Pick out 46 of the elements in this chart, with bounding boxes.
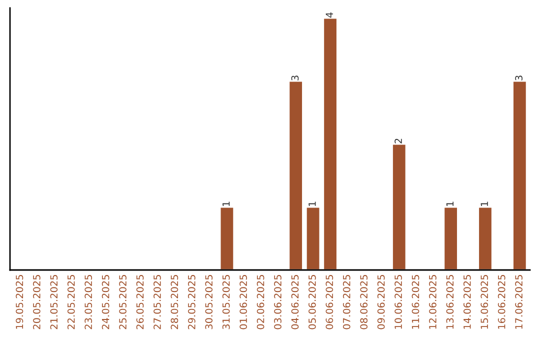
x-tick-label: 02.06.2025: [256, 275, 264, 330]
bar: [392, 143, 407, 270]
x-tick-label: 19.05.2025: [16, 275, 24, 329]
data-label: 3: [515, 76, 522, 80]
x-tick-label: 06.06.2025: [326, 275, 334, 330]
bar: [443, 206, 458, 270]
x-tick-label: 03.06.2025: [274, 275, 282, 330]
data-label: 2: [394, 138, 402, 144]
x-tick-label: 09.06.2025: [377, 275, 385, 330]
x-tick-label: 07.06.2025: [342, 275, 350, 330]
x-tick-label: 08.06.2025: [360, 275, 368, 330]
data-label: 4: [326, 12, 333, 18]
x-tick-label: 28.05.2025: [170, 275, 178, 330]
bar: [305, 206, 321, 270]
x-tick-label: 13.06.2025: [446, 275, 454, 329]
x-tick-label: 11.06.2025: [412, 275, 420, 329]
bar: [512, 80, 528, 270]
x-tick-label: 21.05.2025: [50, 275, 58, 330]
data-label: 1: [446, 202, 454, 206]
x-tick-label: 31.05.2025: [222, 275, 230, 330]
x-tick-label: 14.06.2025: [463, 275, 471, 329]
x-tick-label: 26.05.2025: [136, 275, 144, 330]
data-label: 1: [222, 202, 230, 206]
x-tick-label: 17.06.2025: [515, 275, 522, 329]
x-tick-label: 20.05.2025: [33, 275, 40, 330]
x-tick-label: 30.05.2025: [205, 275, 213, 330]
x-tick-label: 15.06.2025: [480, 275, 488, 329]
bar: [322, 17, 338, 270]
bar: [219, 206, 235, 270]
data-label: 3: [291, 76, 299, 80]
bar: [288, 80, 304, 270]
x-tick-label: 05.06.2025: [308, 275, 316, 330]
x-tick-label: 22.05.2025: [67, 275, 75, 330]
x-tick-label: 27.05.2025: [154, 275, 161, 330]
data-label: 1: [480, 202, 488, 206]
x-tick-label: 16.06.2025: [498, 275, 506, 329]
x-tick-label: 23.05.2025: [84, 275, 92, 330]
x-tick-label: 01.06.2025: [240, 275, 247, 330]
x-tick-label: 04.06.2025: [291, 275, 299, 330]
x-tick-label: 24.05.2025: [102, 275, 110, 330]
x-tick-label: 29.05.2025: [188, 275, 196, 330]
x-tick-label: 10.06.2025: [394, 275, 402, 329]
data-label: 1: [308, 202, 316, 206]
bar: [478, 206, 493, 270]
x-tick-label: 12.06.2025: [429, 275, 436, 329]
x-tick-label: 25.05.2025: [119, 275, 126, 330]
